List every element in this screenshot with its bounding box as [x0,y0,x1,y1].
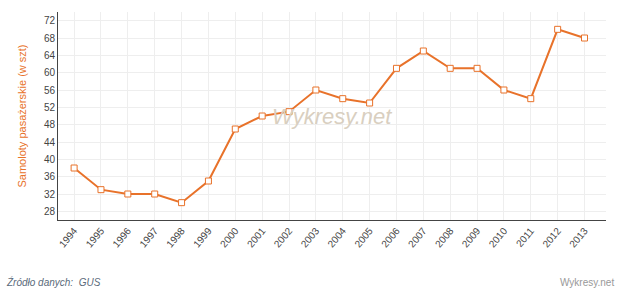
svg-text:68: 68 [44,33,56,44]
svg-text:2003: 2003 [299,225,322,249]
svg-text:1994: 1994 [57,225,80,249]
svg-text:2013: 2013 [567,225,590,249]
svg-text:40: 40 [44,154,56,165]
svg-text:28: 28 [44,206,56,217]
svg-text:Samoloty pasażerskie (w szt): Samoloty pasażerskie (w szt) [16,44,28,187]
svg-text:1999: 1999 [191,225,214,249]
svg-text:Wykresy.net: Wykresy.net [272,104,392,129]
svg-text:2006: 2006 [379,225,402,249]
svg-text:2002: 2002 [272,225,295,249]
svg-text:2007: 2007 [406,225,429,249]
svg-text:1998: 1998 [164,225,187,249]
svg-text:32: 32 [44,189,56,200]
svg-text:2000: 2000 [218,225,241,249]
svg-text:2001: 2001 [245,225,268,249]
svg-text:48: 48 [44,119,56,130]
svg-text:2008: 2008 [433,225,456,249]
svg-text:56: 56 [44,85,56,96]
svg-text:64: 64 [44,50,56,61]
svg-text:2004: 2004 [325,225,348,249]
svg-text:52: 52 [44,102,56,113]
svg-text:2010: 2010 [487,225,510,249]
svg-text:36: 36 [44,171,56,182]
svg-text:2012: 2012 [540,225,563,249]
svg-text:2005: 2005 [352,225,375,249]
svg-text:Wykresy.net: Wykresy.net [560,277,614,288]
svg-text:44: 44 [44,137,56,148]
svg-text:60: 60 [44,67,56,78]
svg-text:1997: 1997 [137,225,160,249]
svg-text:72: 72 [44,15,56,26]
svg-text:2009: 2009 [460,225,483,249]
svg-text:Źródło danych: GUS: Źródło danych: GUS [6,276,101,288]
svg-text:1995: 1995 [84,225,107,249]
svg-text:2011: 2011 [514,225,537,249]
svg-text:1996: 1996 [110,225,133,249]
